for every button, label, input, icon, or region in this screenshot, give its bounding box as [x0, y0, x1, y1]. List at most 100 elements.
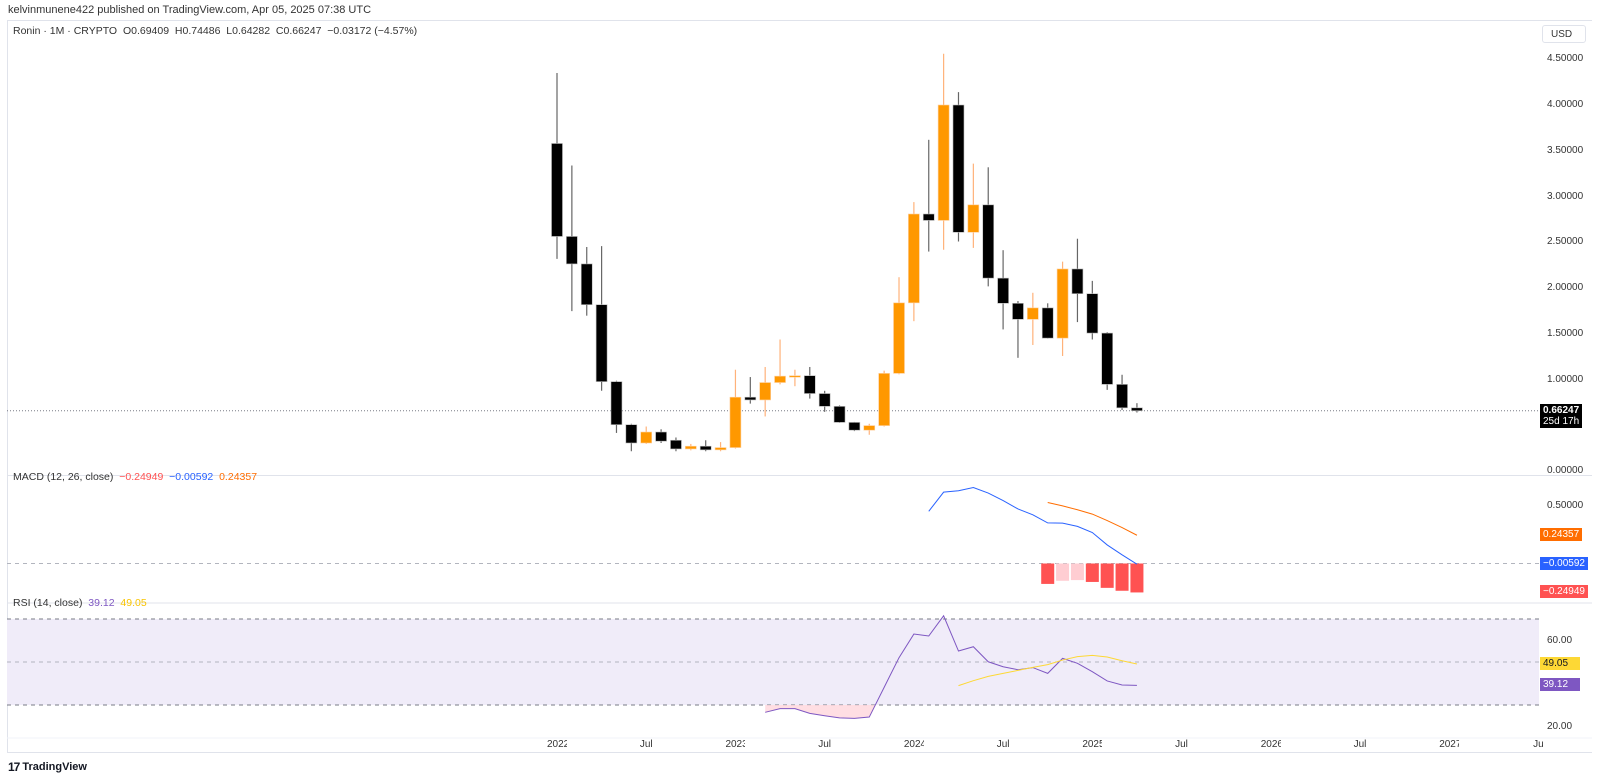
candle-body: [878, 373, 890, 426]
candle-body: [893, 302, 905, 374]
candle-body: [803, 375, 816, 394]
candle-body: [610, 381, 623, 425]
macd-title: MACD (12, 26, close): [13, 471, 114, 483]
price-tick-label: 4.50000: [1547, 53, 1584, 65]
rsi-tick-label: 20.00: [1547, 720, 1573, 732]
rsi-legend[interactable]: RSI (14, close) 39.12 49.05: [13, 597, 147, 609]
candle-body: [670, 439, 682, 450]
rsi-value-badge: 39.12: [1540, 678, 1580, 692]
time-tick-label: 2026: [1260, 739, 1281, 750]
candle-body: [729, 396, 742, 448]
candle-body: [982, 204, 995, 279]
symbol-name[interactable]: Ronin: [13, 25, 41, 37]
chart-frame: [7, 20, 1592, 753]
macd-histogram-bar: [1041, 563, 1055, 584]
rsi-ma-value: 49.05: [120, 597, 147, 609]
time-tick-label: Jul: [1353, 739, 1367, 750]
macd-line-value: −0.00592: [169, 471, 214, 483]
price-tick-label: 2.00000: [1547, 282, 1584, 294]
candle-body: [551, 143, 563, 237]
candle-body: [1056, 268, 1069, 339]
candle-body: [789, 375, 801, 378]
candle-body: [818, 393, 831, 407]
exchange: CRYPTO: [73, 25, 118, 37]
price-tick-label: 1.50000: [1547, 328, 1584, 339]
candle-body: [1101, 332, 1113, 385]
macd-value-badge: −0.00592: [1540, 557, 1588, 571]
time-tick-label: Jul: [1175, 739, 1188, 750]
rsi-value-badge: 49.05: [1540, 657, 1580, 671]
rsi-oversold-fill: [765, 705, 876, 719]
last-price-badge: 0.66247 25d 17h: [1540, 403, 1583, 428]
candle-body: [685, 445, 697, 450]
time-tick-label: 2025: [1082, 739, 1103, 750]
candle-body: [922, 213, 935, 221]
candle-body: [1041, 307, 1054, 339]
candle-body: [908, 213, 920, 304]
candle-body: [595, 304, 608, 382]
candle-body: [848, 422, 861, 431]
price-tick-label: 0.00000: [1547, 465, 1584, 477]
candle-body: [714, 447, 727, 451]
candle-body: [1086, 293, 1099, 334]
symbol-legend: Ronin · 1M · CRYPTO O0.69409 H0.74486 L0…: [13, 25, 418, 37]
time-tick-label: 2023: [725, 739, 746, 750]
macd-histogram-bar: [1100, 563, 1114, 588]
candle-body: [640, 431, 653, 444]
candle-body: [1116, 384, 1128, 409]
price-tick-label: 2.50000: [1547, 236, 1584, 248]
time-tick-label: Jul: [818, 739, 832, 750]
time-tick-label: Jul: [639, 739, 653, 750]
macd-histogram-bar: [1070, 563, 1084, 581]
rsi-value: 39.12: [88, 597, 115, 609]
candle-body: [833, 406, 846, 423]
last-price: 0.66247: [1543, 404, 1580, 416]
candle-body: [1012, 303, 1024, 320]
candle-body: [699, 445, 712, 451]
price-tick-label: 3.00000: [1547, 190, 1584, 202]
macd-line: [928, 487, 1138, 565]
bar-countdown: 25d 17h: [1543, 415, 1580, 427]
candle-body: [937, 104, 950, 221]
price-tick-label: 3.50000: [1547, 144, 1584, 156]
logo-text: TradingView: [22, 761, 87, 773]
candle-body: [1131, 407, 1143, 412]
interval[interactable]: 1M: [49, 25, 65, 37]
time-tick-label: Ju: [1533, 739, 1544, 750]
time-tick-label: 2022: [547, 739, 567, 750]
rsi-line: [765, 614, 1137, 719]
candle-body: [566, 236, 578, 265]
candle-body: [997, 277, 1009, 304]
macd-value-badge: −0.24949: [1540, 585, 1588, 599]
macd-histogram-bar: [1056, 563, 1070, 581]
price-tick-label: 1.00000: [1547, 373, 1584, 385]
candle-body: [863, 425, 876, 431]
macd-histogram-bar: [1130, 563, 1144, 593]
tradingview-logo-icon: 17: [8, 760, 20, 774]
macd-signal-value: 0.24357: [219, 471, 258, 483]
candle-body: [580, 263, 593, 305]
rsi-band-background: [7, 619, 1539, 705]
tradingview-logo[interactable]: 17 TradingView: [8, 760, 87, 774]
rsi-tick-label: 60.00: [1547, 634, 1573, 646]
candle-body: [655, 431, 667, 442]
candle-body: [1071, 268, 1084, 294]
candle-body: [759, 382, 771, 401]
candle-body: [774, 375, 786, 383]
candle-body: [1027, 307, 1039, 320]
currency-button[interactable]: USD: [1542, 25, 1586, 43]
publisher-line: kelvinmunene422 published on TradingView…: [8, 4, 372, 16]
macd-legend[interactable]: MACD (12, 26, close) −0.24949 −0.00592 0…: [13, 471, 257, 483]
rsi-title: RSI (14, close): [13, 597, 83, 609]
candle-body: [952, 104, 965, 233]
macd-hist-value: −0.24949: [119, 471, 164, 483]
macd-tick-label: 0.50000: [1547, 499, 1584, 511]
candle-body: [967, 204, 980, 233]
time-tick-label: 2024: [903, 739, 924, 750]
price-tick-label: 4.00000: [1547, 99, 1584, 110]
candle-body: [625, 424, 638, 444]
rsi-ma-line: [958, 654, 1138, 687]
time-tick-label: Jul: [996, 739, 1010, 750]
macd-histogram-bar: [1115, 563, 1129, 591]
